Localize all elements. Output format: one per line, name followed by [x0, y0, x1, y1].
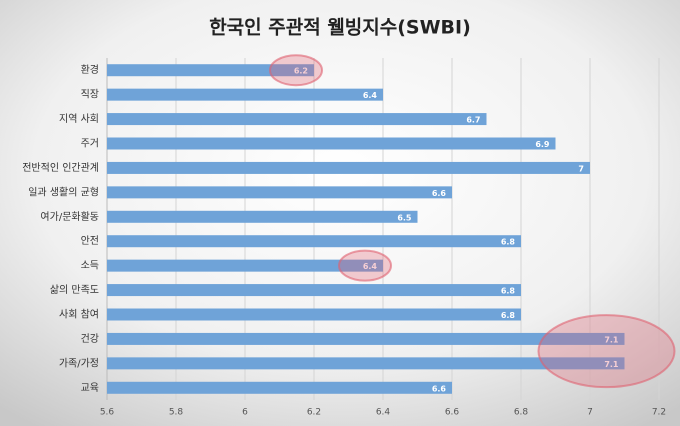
x-tick-label: 5.6 — [100, 408, 115, 418]
bar — [107, 381, 452, 394]
data-label: 6.2 — [294, 67, 308, 76]
data-label: 6.7 — [466, 116, 480, 125]
y-tick-label: 여가/문화활동 — [40, 210, 99, 223]
y-tick-label: 안전 — [81, 235, 99, 247]
x-tick-label: 5.8 — [169, 408, 184, 418]
data-label: 6.6 — [432, 384, 447, 393]
y-tick-label: 지역 사회 — [59, 113, 99, 125]
bar — [107, 186, 452, 199]
bar — [107, 64, 314, 77]
data-label: 6.8 — [501, 311, 516, 320]
data-label: 7.1 — [604, 335, 619, 344]
x-tick-label: 6.8 — [514, 408, 529, 418]
bar — [107, 210, 418, 223]
data-label: 7 — [578, 164, 584, 173]
highlight-ellipse — [269, 54, 323, 87]
y-tick-label: 가족/가정 — [59, 357, 99, 369]
y-tick-label: 사회 참여 — [59, 309, 99, 321]
y-tick-label: 직장 — [81, 89, 99, 101]
y-tick-label: 주거 — [81, 138, 99, 150]
data-label: 6.4 — [363, 262, 378, 271]
bar — [107, 284, 521, 297]
x-tick-label: 6.6 — [445, 408, 460, 418]
y-tick-label: 환경 — [81, 63, 99, 76]
y-tick-label: 소득 — [81, 260, 99, 272]
x-tick-label: 6.4 — [376, 408, 391, 418]
y-tick-label: 건강 — [81, 333, 99, 345]
data-label: 6.8 — [501, 238, 516, 247]
bar — [107, 332, 625, 345]
y-tick-label: 삶의 만족도 — [50, 284, 99, 296]
bar — [107, 235, 521, 248]
data-label: 7.1 — [604, 360, 619, 369]
bar — [107, 113, 487, 126]
highlight-ellipse — [338, 249, 392, 282]
bar — [107, 161, 590, 174]
x-tick-label: 6.2 — [307, 408, 321, 418]
data-label: 6.4 — [363, 91, 378, 100]
x-tick-label: 7 — [587, 408, 593, 418]
highlight-ellipse — [537, 314, 676, 389]
y-tick-label: 일과 생활의 균형 — [28, 185, 99, 198]
data-label: 6.6 — [432, 189, 447, 198]
y-tick-label: 전반적인 인간관계 — [22, 162, 99, 174]
data-label: 6.5 — [397, 213, 412, 222]
y-tick-label: 교육 — [81, 382, 99, 394]
bar — [107, 308, 521, 321]
bar — [107, 88, 383, 101]
bar — [107, 357, 625, 370]
data-label: 6.9 — [535, 140, 550, 149]
bar — [107, 137, 556, 150]
chart-title: 한국인 주관적 웰빙지수(SWBI) — [209, 17, 471, 39]
bar — [107, 259, 383, 272]
x-tick-label: 7.2 — [652, 408, 666, 418]
x-tick-label: 6 — [242, 408, 248, 418]
data-label: 6.8 — [501, 287, 516, 296]
